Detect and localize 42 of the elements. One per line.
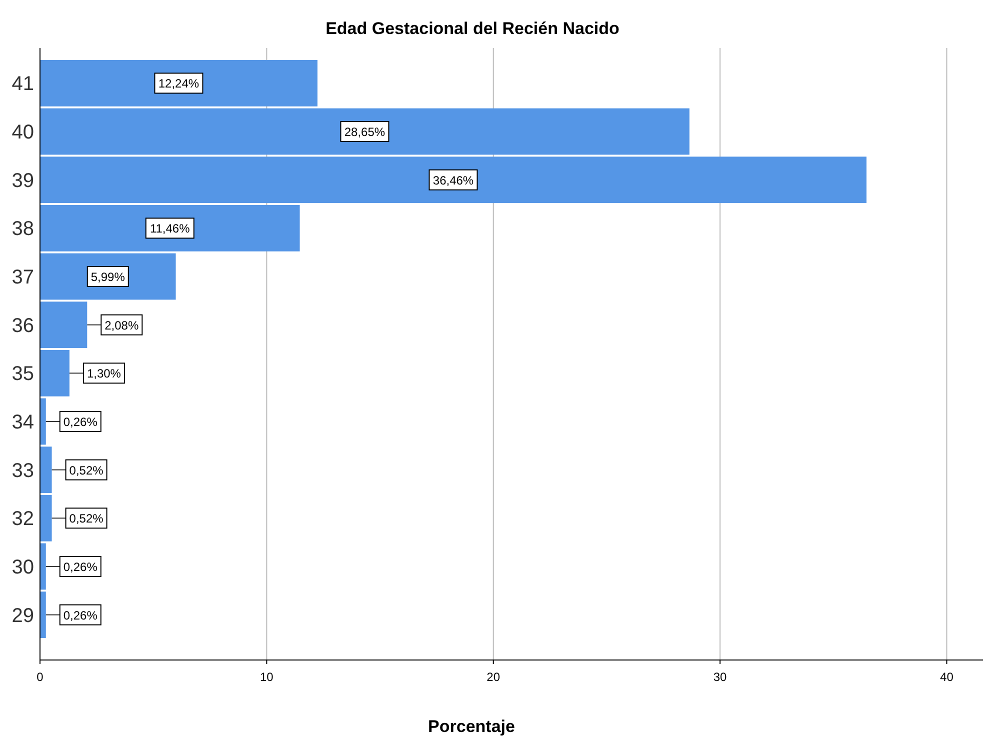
data-label: 0,52% <box>69 463 104 478</box>
x-tick-label: 40 <box>940 670 954 684</box>
bar <box>40 156 866 204</box>
data-label: 0,26% <box>63 560 98 574</box>
y-tick-label: 34 <box>12 411 34 434</box>
chart-title: Edad Gestacional del Recién Nacido <box>326 19 620 38</box>
y-tick-label: 35 <box>12 363 34 386</box>
bar <box>40 350 70 396</box>
y-tick-label: 33 <box>12 460 34 482</box>
bar <box>40 204 300 252</box>
x-tick-label: 30 <box>713 670 728 684</box>
data-label: 11,46% <box>150 222 190 236</box>
x-tick-label: 0 <box>36 670 44 684</box>
bar <box>40 60 318 106</box>
bar <box>40 543 46 590</box>
data-label: 28,65% <box>344 125 386 140</box>
y-tick-label: 38 <box>12 218 34 240</box>
bar <box>40 398 46 445</box>
bar <box>40 446 52 494</box>
y-tick-label: 32 <box>12 508 34 530</box>
data-label: 36,46% <box>432 173 474 188</box>
y-tick-label: 29 <box>12 604 34 627</box>
data-label: 0,26% <box>63 608 98 622</box>
bar <box>40 592 46 638</box>
y-tick-label: 40 <box>12 122 34 144</box>
x-tick-label: 20 <box>486 670 500 684</box>
y-tick-label: 39 <box>12 170 34 192</box>
y-tick-label: 30 <box>12 556 34 578</box>
data-label: 2,08% <box>104 318 139 332</box>
data-label: 1,30% <box>86 366 122 381</box>
data-label: 5,99% <box>90 270 126 284</box>
x-tick-label: 10 <box>260 670 274 684</box>
x-axis-title: Porcentaje <box>428 717 515 736</box>
data-label: 12,24% <box>158 76 200 91</box>
data-label: 0,52% <box>69 512 104 526</box>
bar <box>40 302 88 348</box>
data-label: 0,26% <box>63 414 98 429</box>
y-tick-label: 36 <box>12 314 34 337</box>
bar <box>40 494 52 542</box>
y-tick-label: 37 <box>12 266 34 289</box>
bar <box>40 108 690 155</box>
y-tick-label: 41 <box>12 73 34 96</box>
